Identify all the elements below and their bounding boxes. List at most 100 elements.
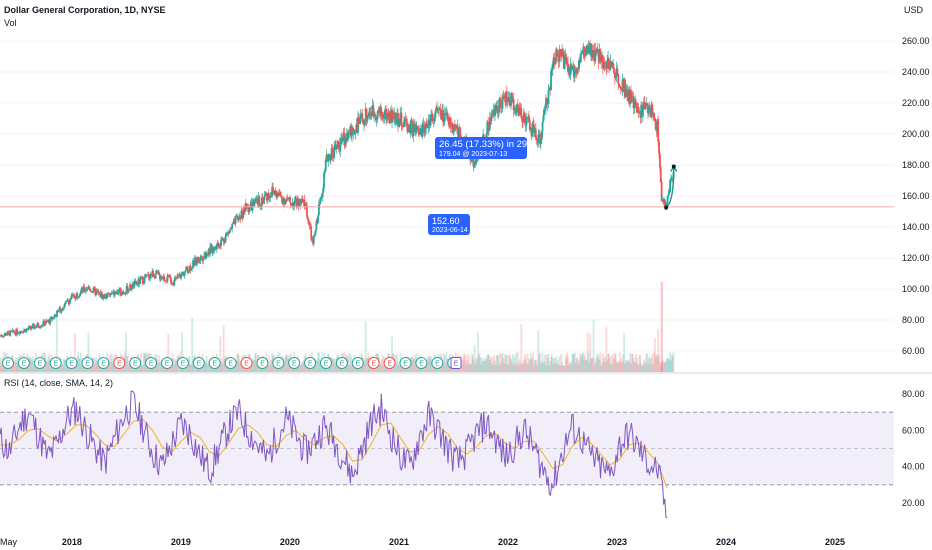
earnings-marker-letter: E bbox=[356, 361, 361, 368]
volume-bar bbox=[516, 352, 519, 372]
earnings-marker-circle bbox=[129, 357, 142, 369]
volume-bar bbox=[463, 352, 466, 372]
candle-body bbox=[238, 216, 240, 220]
earnings-marker: E bbox=[415, 357, 428, 369]
volume-bar bbox=[658, 355, 660, 372]
volume-bar bbox=[236, 353, 239, 372]
volume-bar bbox=[503, 363, 506, 372]
volume-bar bbox=[607, 354, 609, 372]
candle-body bbox=[45, 320, 47, 324]
volume-bar bbox=[524, 358, 527, 372]
candle-body bbox=[29, 326, 32, 329]
volume-bar bbox=[232, 365, 234, 372]
candle-body bbox=[86, 288, 89, 290]
candle-body bbox=[119, 288, 122, 296]
candle-body bbox=[231, 223, 234, 229]
volume-bar bbox=[579, 357, 582, 372]
volume-bar bbox=[583, 358, 586, 372]
volume-bar bbox=[540, 360, 543, 372]
candle-body bbox=[451, 123, 454, 133]
candle-body bbox=[534, 128, 537, 139]
candle-body bbox=[509, 105, 512, 106]
chart-title[interactable]: Dollar General Corporation, 1D, NYSE bbox=[4, 5, 166, 15]
candlesticks[interactable] bbox=[0, 40, 675, 339]
volume-bar bbox=[90, 364, 93, 372]
candle-body bbox=[245, 203, 248, 207]
volume-bar bbox=[561, 361, 564, 372]
volume-bar bbox=[125, 356, 128, 372]
time-axis[interactable]: May 2018 2019 2020 2021 2022 2023 2024 2025 bbox=[0, 537, 845, 547]
volume-bar bbox=[474, 364, 477, 372]
volume-bar bbox=[641, 365, 643, 372]
candle-body bbox=[496, 105, 499, 113]
candle-body bbox=[571, 67, 574, 70]
candle-body bbox=[289, 202, 292, 206]
volume-bar bbox=[558, 356, 561, 372]
volume-bar bbox=[609, 363, 612, 372]
volume-bar bbox=[585, 360, 588, 372]
volume-bar bbox=[347, 353, 350, 372]
volume-bar bbox=[96, 365, 99, 372]
currency-label[interactable]: USD bbox=[904, 5, 924, 15]
candle-body bbox=[177, 275, 180, 277]
candle-body bbox=[159, 278, 162, 280]
volume-bar bbox=[448, 363, 450, 372]
candle-body bbox=[410, 120, 413, 123]
volume-bar bbox=[398, 365, 401, 372]
candle-body bbox=[27, 329, 29, 330]
volume-bar bbox=[605, 326, 608, 372]
earnings-marker-circle bbox=[288, 357, 301, 369]
candle-body bbox=[305, 203, 308, 206]
volume-bar bbox=[623, 333, 626, 372]
volume-bar bbox=[430, 355, 433, 372]
earnings-marker-circle bbox=[335, 357, 348, 369]
volume-bar bbox=[266, 362, 268, 372]
candle-body bbox=[624, 91, 627, 97]
volume-bar bbox=[443, 353, 445, 372]
earnings-marker-circle bbox=[65, 357, 78, 369]
volume-bar bbox=[639, 355, 642, 372]
candle-body bbox=[141, 276, 144, 284]
candle-body bbox=[309, 225, 312, 227]
earnings-marker-letter: E bbox=[197, 361, 202, 368]
candle-body bbox=[22, 330, 25, 333]
measure-arrow[interactable] bbox=[664, 164, 678, 210]
candle-body bbox=[363, 120, 366, 125]
earnings-marker-letter: E bbox=[6, 361, 11, 368]
candle-body bbox=[543, 108, 546, 116]
volume-bar bbox=[521, 362, 524, 372]
candle-body bbox=[631, 96, 634, 98]
volume-bar bbox=[301, 360, 304, 372]
volume-bar bbox=[519, 364, 522, 372]
volume-bar bbox=[287, 358, 290, 372]
candle-body bbox=[198, 260, 201, 262]
earnings-markers[interactable]: EEEEEEEEEEEEEEEEEEEEEEEEEEEEEE bbox=[2, 357, 462, 369]
volume-legend[interactable]: Vol bbox=[4, 18, 17, 28]
volume-bar bbox=[588, 361, 591, 372]
candle-body bbox=[60, 310, 63, 313]
candle-body bbox=[206, 254, 209, 256]
earnings-marker-letter: E bbox=[22, 361, 27, 368]
volume-bar bbox=[316, 360, 319, 372]
candle-body bbox=[405, 120, 408, 124]
volume-bar bbox=[585, 360, 587, 372]
volume-bar bbox=[565, 355, 568, 372]
rsi-axis[interactable]: 20.00 40.00 60.00 80.00 bbox=[902, 389, 925, 508]
earnings-marker-letter: E bbox=[133, 361, 138, 368]
rsi-tick-label: 60.00 bbox=[902, 425, 925, 435]
earnings-marker: E bbox=[161, 357, 173, 369]
rsi-legend[interactable]: RSI (14, close, SMA, 14, 2) bbox=[4, 378, 114, 388]
volume-bar bbox=[425, 365, 428, 372]
volume-bar bbox=[471, 355, 474, 372]
earnings-marker: E bbox=[240, 357, 253, 369]
volume-bar bbox=[380, 363, 382, 372]
candle-body bbox=[634, 99, 637, 104]
volume-bar bbox=[410, 357, 413, 372]
candle-body bbox=[387, 112, 390, 116]
candle-body bbox=[16, 329, 18, 334]
candle-body bbox=[659, 167, 662, 182]
volume-bar bbox=[80, 365, 83, 372]
candle-body bbox=[630, 90, 632, 103]
price-axis[interactable]: 60.00 80.00 100.00 120.00 140.00 160.00 180.00… bbox=[902, 36, 930, 356]
